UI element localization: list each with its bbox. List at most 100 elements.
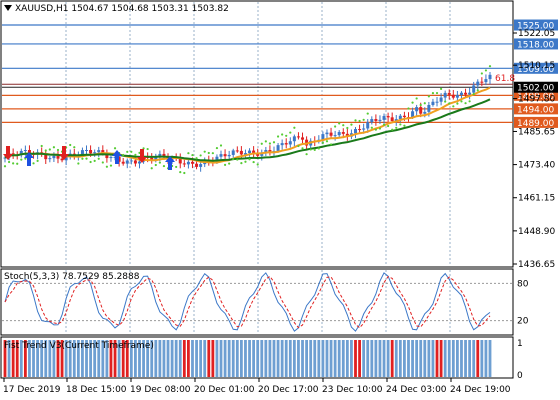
candle-body [80,150,84,155]
fisher-bar [244,340,247,377]
candle-body [378,119,382,121]
psar-dot [252,160,255,164]
fisher-bar [44,340,48,377]
price-tick-label: 1485.65 [518,127,555,137]
psar-dot [268,142,272,145]
level-label: 1525.00 [517,22,554,32]
main-chart-panel[interactable] [0,0,514,268]
psar-dot [297,144,300,148]
fisher-bar [280,340,284,377]
psar-dot [89,160,92,164]
psar-dot [16,162,19,165]
psar-dot [158,161,161,164]
psar-dot [378,127,382,130]
fisher-bar [276,340,280,377]
psar-dot [183,171,186,175]
fisher-bar [264,340,268,377]
psar-dot [338,122,341,125]
time-label: 24 Dec 19:00 [450,385,511,395]
fisher-bar [81,340,84,377]
level-label-box [514,62,558,74]
psar-dot [484,69,488,72]
fisher-bar [203,340,207,377]
candle-body [89,150,93,154]
psar-dot [105,165,108,168]
candle-body [427,104,431,112]
fisher-bar [447,340,451,377]
candle-body [121,161,125,164]
psar-dot [211,152,214,155]
fisher-bar [292,340,296,377]
candle-body [186,161,190,165]
candle-body [390,117,394,122]
fisher-bar [439,340,443,377]
psar-dot [415,97,418,100]
fisher-bar [488,340,492,377]
fisher-bar [419,340,423,377]
candle-body [337,132,341,136]
psar-dot [468,100,471,103]
psar-dot [207,151,210,155]
psar-dot [407,107,410,110]
fisher-bar [460,340,463,377]
fisher-bar [313,340,317,377]
fisher-bar [390,340,394,377]
candle-body [239,150,243,155]
psar-dot [435,91,439,95]
psar-dot [162,164,166,168]
fisher-bar [398,340,402,377]
fisher-bar [239,340,243,377]
stoch-level-label: 20 [517,317,529,327]
psar-dot [130,150,133,153]
price-tick-label: 1473.40 [518,161,555,171]
psar-dot [69,143,72,147]
candle-body [97,150,101,153]
fisher-bar [72,340,76,377]
candle-body [419,107,423,114]
level-label: 1489.00 [517,119,554,129]
fisher-bar [423,340,427,377]
fisher-bars [3,340,492,377]
candle-body [178,158,182,164]
candle-body [415,107,419,112]
fisher-bar [297,340,300,377]
fisher-bar [166,340,170,377]
psar-dot [32,162,35,165]
fisher-bar [11,340,15,377]
level-label-box [514,103,558,115]
fisher-bar [113,340,117,377]
fisher-bar [199,340,203,377]
price-axis: 1525.00 1518.00 1509.00 1499.00 1494.00 1489.… [495,19,558,381]
time-label: 20 Dec 17:00 [258,385,319,395]
fisher-bar [427,340,431,377]
time-label: 18 Dec 15:00 [66,385,127,395]
candle-body [248,150,252,154]
fisher-bar [142,340,145,377]
psar-dot [175,165,178,169]
psar-dot [228,162,231,165]
psar-dot [7,160,11,164]
psar-dot [293,126,296,129]
fisher-bar [158,340,162,377]
fisher-bar [138,340,141,377]
psar-dot [329,143,333,146]
level-label-box [514,19,558,31]
candle-body [133,160,137,164]
fisher-bar [89,340,92,377]
psar-dot [146,147,149,151]
fisher-bar [134,340,137,377]
stoch-panel[interactable] [0,268,514,336]
psar-dot [199,154,202,157]
fisher-bar [435,340,439,377]
candle-body [341,132,345,134]
candle-body [105,153,109,159]
candle-body [150,157,154,160]
psar-dot [93,159,96,162]
fisher-bar [443,340,447,377]
psar-dot [460,100,463,103]
time-label: 20 Dec 01:00 [194,385,255,395]
fisher-bar [227,340,231,377]
fisher-axis-label: 1 [517,339,523,349]
candle-body [439,97,443,102]
